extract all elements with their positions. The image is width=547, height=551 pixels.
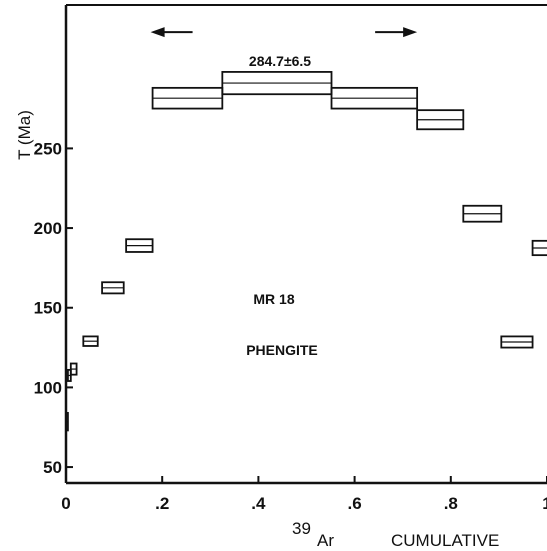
x-tick-label: .6 bbox=[348, 494, 362, 513]
x-axis-title-isotope-mass: 39 bbox=[292, 519, 311, 538]
y-tick-label: 100 bbox=[34, 378, 62, 397]
sample-label: MR 18 bbox=[253, 291, 294, 307]
right-arrow-head bbox=[403, 27, 418, 38]
plateau-annotation: 284.7±6.5 bbox=[150, 27, 418, 69]
step-boxes bbox=[65, 71, 547, 432]
x-tick-label: .4 bbox=[251, 494, 266, 513]
x-tick-label: 1 bbox=[542, 494, 547, 513]
left-arrow-icon bbox=[150, 27, 193, 38]
right-arrow-icon bbox=[375, 27, 418, 38]
mineral-label: PHENGITE bbox=[246, 342, 318, 358]
x-tick-label: .8 bbox=[444, 494, 458, 513]
axis-ticks: 0.2.4.6.8150100150200250 bbox=[34, 139, 547, 513]
x-axis-title-text: CUMULATIVE bbox=[391, 531, 499, 550]
left-arrow-head bbox=[150, 27, 165, 38]
plateau-age-label: 284.7±6.5 bbox=[249, 53, 311, 69]
y-tick-label: 250 bbox=[34, 139, 62, 158]
x-tick-label: .2 bbox=[155, 494, 169, 513]
y-tick-label: 200 bbox=[34, 219, 62, 238]
x-axis-title: 39 Ar CUMULATIVE bbox=[292, 519, 499, 550]
x-tick-label: 0 bbox=[61, 494, 70, 513]
y-axis-title: T (Ma) bbox=[15, 110, 34, 160]
y-tick-label: 150 bbox=[34, 299, 62, 318]
x-axis-title-isotope-symbol: Ar bbox=[317, 531, 334, 550]
y-tick-label: 50 bbox=[43, 458, 62, 477]
